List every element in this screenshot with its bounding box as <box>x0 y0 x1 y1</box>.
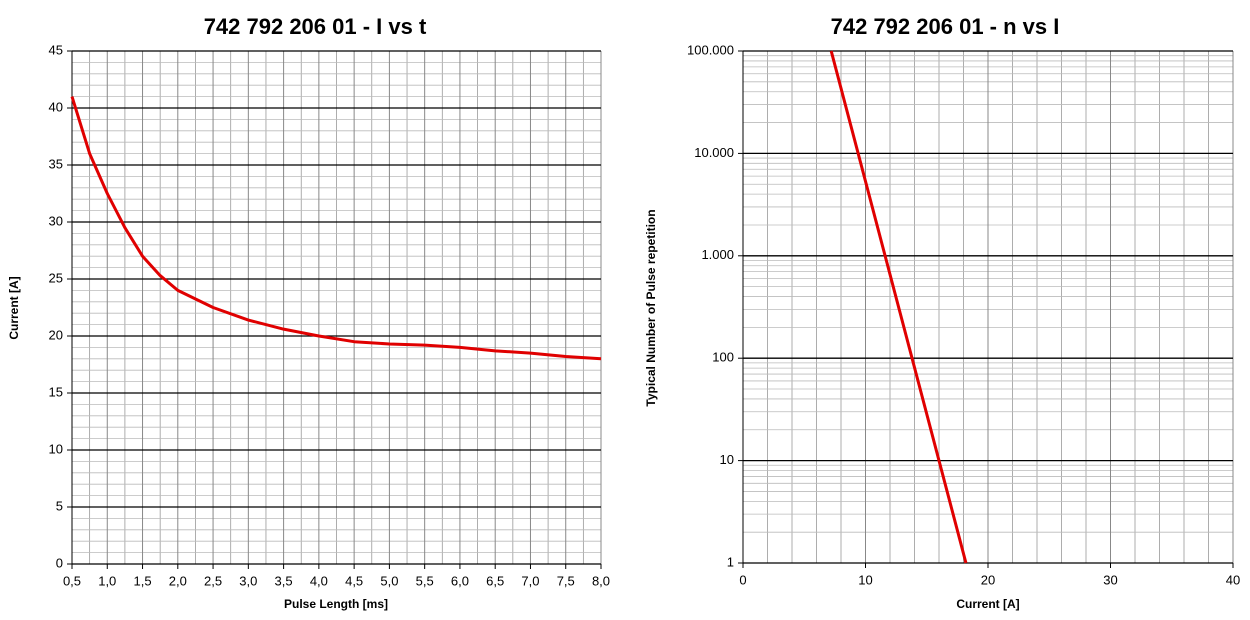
y-tick-label: 10 <box>49 441 63 456</box>
x-tick-label: 0,5 <box>63 573 81 588</box>
x-tick-label: 3,0 <box>239 573 257 588</box>
x-tick-label: 30 <box>1103 572 1117 587</box>
x-tick-label: 7,0 <box>521 573 539 588</box>
x-tick-label: 5,0 <box>380 573 398 588</box>
x-tick-label: 7,5 <box>557 573 575 588</box>
x-tick-label: 1,5 <box>133 573 151 588</box>
x-tick-label: 10 <box>858 572 872 587</box>
x-tick-label: 1,0 <box>98 573 116 588</box>
x-tick-label: 20 <box>981 572 995 587</box>
x-axis-label: Pulse Length [ms] <box>284 597 388 611</box>
y-tick-label: 1 <box>727 554 734 569</box>
x-tick-label: 4,5 <box>345 573 363 588</box>
y-tick-label: 100 <box>712 350 734 365</box>
x-tick-label: 8,0 <box>592 573 610 588</box>
y-tick-label: 45 <box>49 42 63 57</box>
y-tick-label: 10.000 <box>694 145 734 160</box>
x-tick-label: 40 <box>1226 572 1240 587</box>
x-tick-label: 2,0 <box>169 573 187 588</box>
y-tick-label: 15 <box>49 384 63 399</box>
chart: 742 792 206 01 - n vs I Current [A] Typi… <box>644 14 1240 611</box>
y-tick-label: 20 <box>49 327 63 342</box>
chart-title: 742 792 206 01 - I vs t <box>204 14 427 39</box>
y-tick-label: 100.000 <box>687 42 734 57</box>
chart: 742 792 206 01 - I vs t Pulse Length [ms… <box>7 14 610 611</box>
x-axis-label: Current [A] <box>956 597 1019 611</box>
y-tick-label: 35 <box>49 156 63 171</box>
chart-title: 742 792 206 01 - n vs I <box>831 14 1060 39</box>
y-tick-label: 10 <box>720 452 734 467</box>
x-tick-label: 4,0 <box>310 573 328 588</box>
x-tick-label: 3,5 <box>275 573 293 588</box>
data-line <box>70 96 602 361</box>
x-tick-label: 5,5 <box>416 573 434 588</box>
x-tick-label: 6,5 <box>486 573 504 588</box>
grid <box>71 50 602 565</box>
data-line <box>829 50 968 564</box>
y-tick-label: 40 <box>49 99 63 114</box>
y-tick-label: 1.000 <box>701 247 734 262</box>
x-tick-label: 0 <box>739 572 746 587</box>
x-tick-label: 6,0 <box>451 573 469 588</box>
y-axis-label: Typical Number of Pulse repetition <box>644 209 658 406</box>
y-tick-label: 5 <box>56 498 63 513</box>
y-tick-label: 0 <box>56 555 63 570</box>
x-tick-label: 2,5 <box>204 573 222 588</box>
y-tick-label: 25 <box>49 270 63 285</box>
y-tick-label: 30 <box>49 213 63 228</box>
grid <box>742 50 1234 564</box>
y-axis-label: Current [A] <box>7 276 21 339</box>
